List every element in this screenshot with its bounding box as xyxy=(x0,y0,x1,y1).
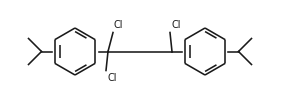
Text: Cl: Cl xyxy=(107,73,117,83)
Text: Cl: Cl xyxy=(171,20,181,30)
Text: Cl: Cl xyxy=(113,20,122,30)
